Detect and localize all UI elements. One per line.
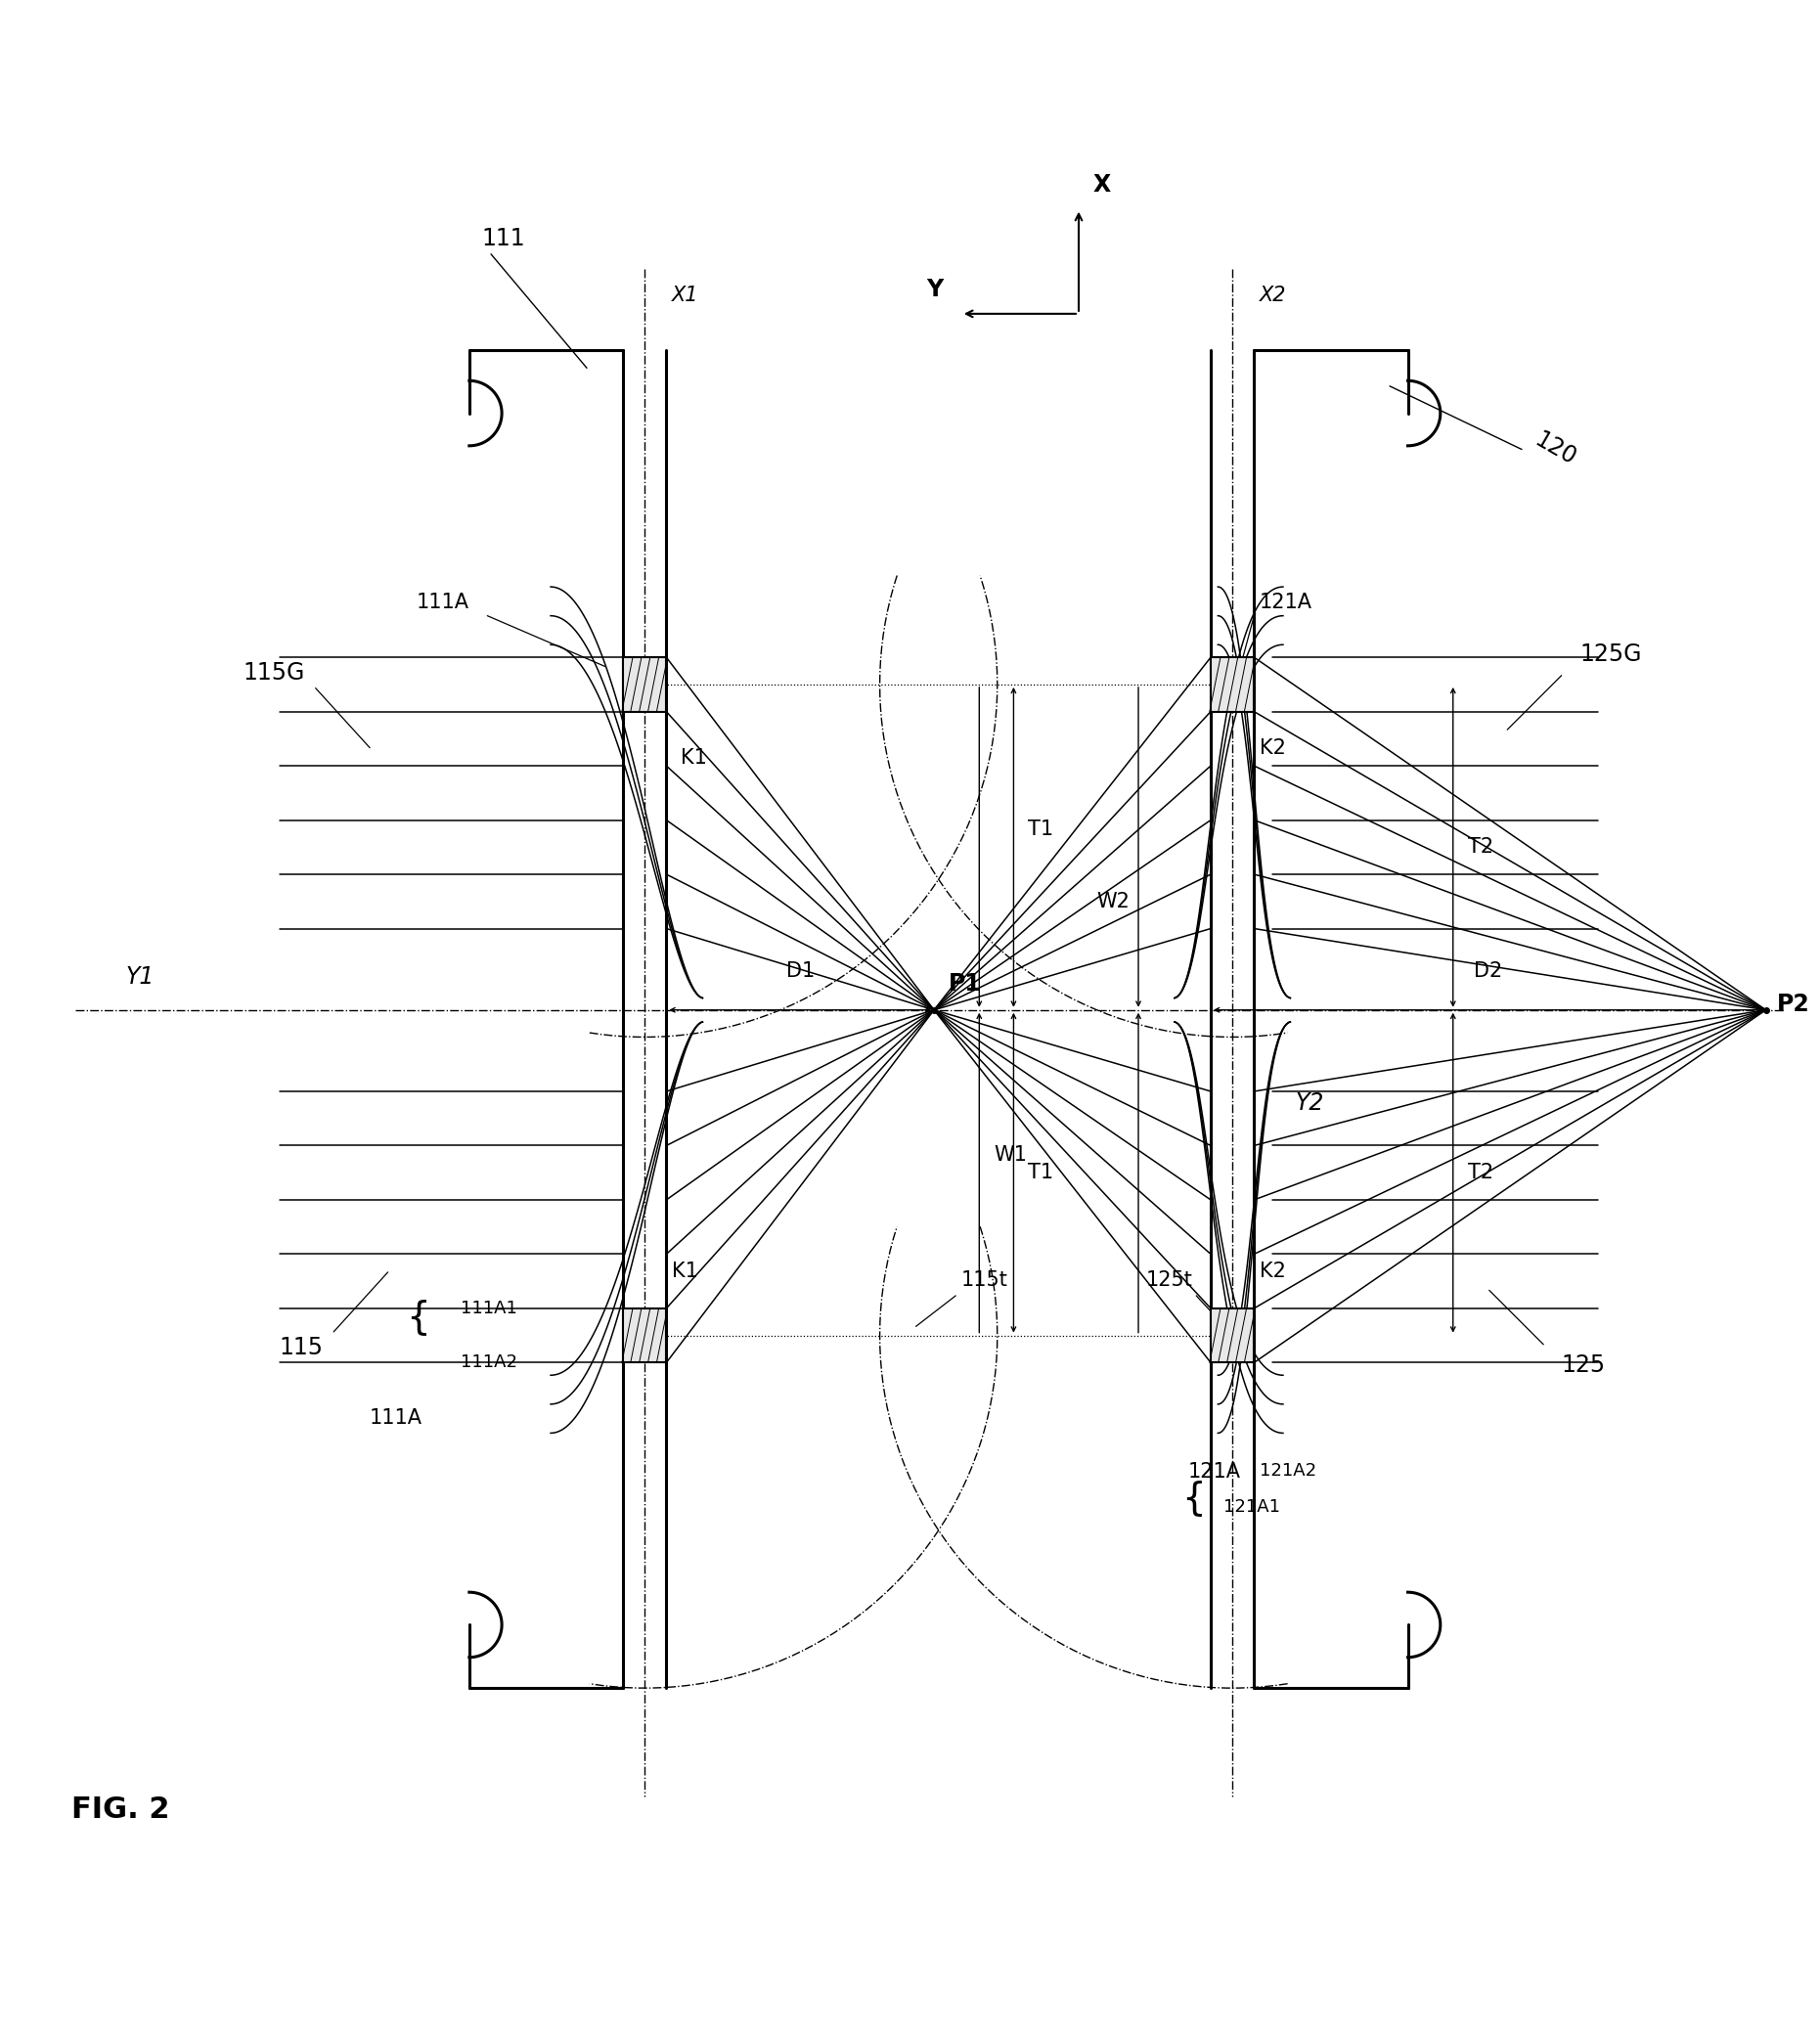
Text: 111A1: 111A1 <box>460 1300 517 1317</box>
Text: 111A: 111A <box>417 593 470 611</box>
Bar <box>1210 1308 1254 1363</box>
Text: FIG. 2: FIG. 2 <box>71 1795 169 1824</box>
Text: 115: 115 <box>280 1335 324 1359</box>
Text: X1: X1 <box>672 285 699 306</box>
Text: T1: T1 <box>1028 819 1054 840</box>
Text: D1: D1 <box>786 962 815 980</box>
Text: Y2: Y2 <box>1296 1090 1325 1115</box>
Text: K2: K2 <box>1259 738 1285 758</box>
Text: X: X <box>1094 173 1110 196</box>
Text: 115t: 115t <box>961 1270 1008 1290</box>
Text: P2: P2 <box>1776 993 1809 1017</box>
Text: 121A2: 121A2 <box>1259 1463 1316 1480</box>
Text: 125G: 125G <box>1580 642 1642 666</box>
Text: 120: 120 <box>1531 428 1580 471</box>
Text: {: { <box>406 1298 430 1337</box>
Text: W2: W2 <box>1096 893 1130 911</box>
Text: K2: K2 <box>1259 1262 1285 1282</box>
Text: 121A: 121A <box>1188 1461 1241 1482</box>
Text: Y: Y <box>926 277 943 302</box>
Text: 111A2: 111A2 <box>460 1353 517 1372</box>
Text: Y1: Y1 <box>126 964 155 988</box>
Text: 115G: 115G <box>244 660 306 685</box>
Text: 111: 111 <box>482 226 526 251</box>
Text: 125t: 125t <box>1147 1270 1192 1290</box>
Text: 111A: 111A <box>369 1408 422 1427</box>
Text: T2: T2 <box>1467 838 1492 858</box>
Text: 121A: 121A <box>1259 593 1312 611</box>
Text: 125: 125 <box>1562 1353 1605 1378</box>
Bar <box>1210 658 1254 711</box>
Text: K1: K1 <box>672 1262 699 1282</box>
Text: T2: T2 <box>1467 1164 1492 1182</box>
Bar <box>622 1308 666 1363</box>
Text: T1: T1 <box>1028 1164 1054 1182</box>
Text: 121A1: 121A1 <box>1223 1498 1279 1516</box>
Text: P1: P1 <box>948 972 981 995</box>
Text: X2: X2 <box>1259 285 1287 306</box>
Text: K1: K1 <box>681 748 708 768</box>
Text: D2: D2 <box>1474 962 1503 980</box>
Text: {: { <box>1181 1480 1205 1516</box>
Bar <box>622 658 666 711</box>
Text: W1: W1 <box>994 1145 1026 1164</box>
